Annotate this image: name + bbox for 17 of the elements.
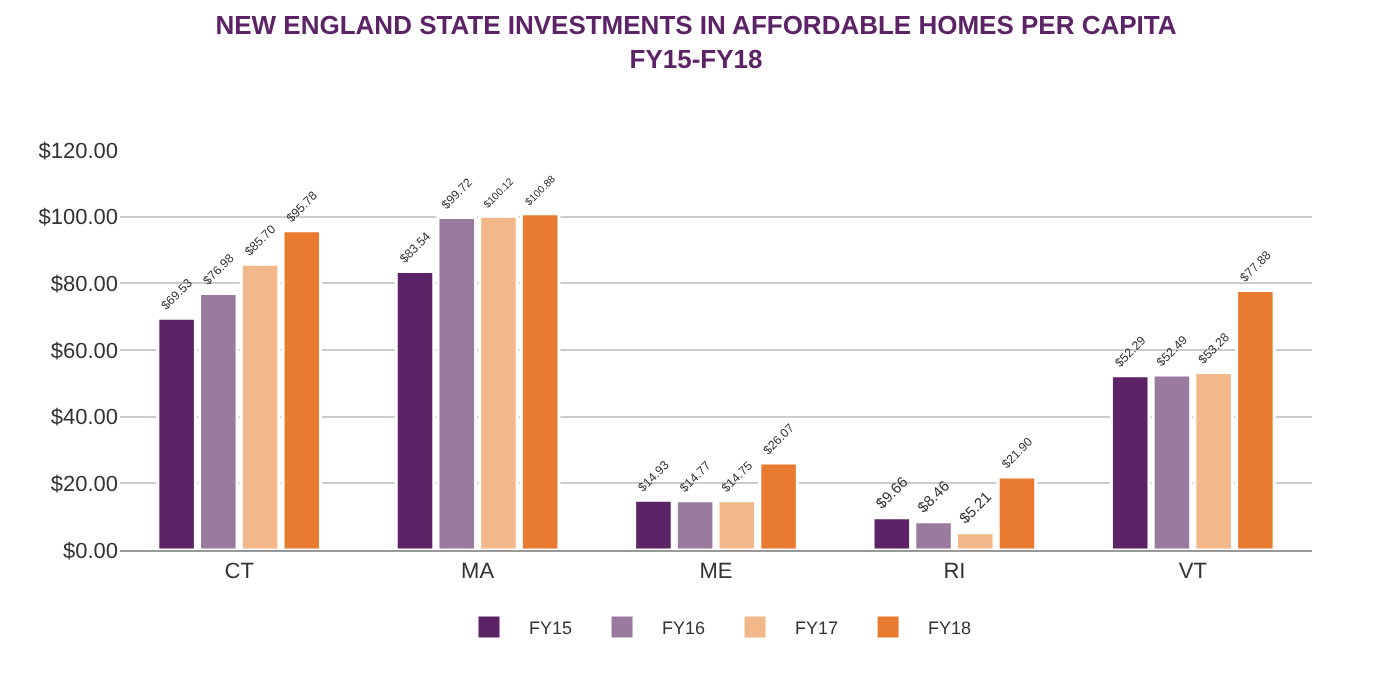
y-tick-label: $40.00	[50, 406, 118, 431]
legend-label: FY17	[795, 618, 839, 639]
y-tick-label: $80.00	[50, 273, 118, 298]
x-tick-label: VT	[1178, 560, 1208, 585]
y-tick-label: $0.00	[62, 539, 118, 564]
legend-label: FY15	[529, 618, 573, 639]
x-tick-label: ME	[699, 560, 733, 585]
x-tick-label: MA	[461, 560, 496, 585]
legend-label: FY16	[662, 618, 706, 639]
chart-title: NEW ENGLAND STATE INVESTMENTS IN AFFORDABLE HOMES PER CAPITA FY15-FY18	[215, 10, 1178, 74]
y-tick-label: $120.00	[38, 139, 118, 164]
y-tick-label: $100.00	[38, 206, 118, 231]
y-tick-label: $60.00	[50, 339, 118, 364]
x-tick-label: CT	[224, 560, 255, 585]
x-tick-label: RI	[943, 560, 966, 585]
legend-label: FY18	[928, 618, 972, 639]
y-tick-label: $20.00	[50, 473, 118, 498]
